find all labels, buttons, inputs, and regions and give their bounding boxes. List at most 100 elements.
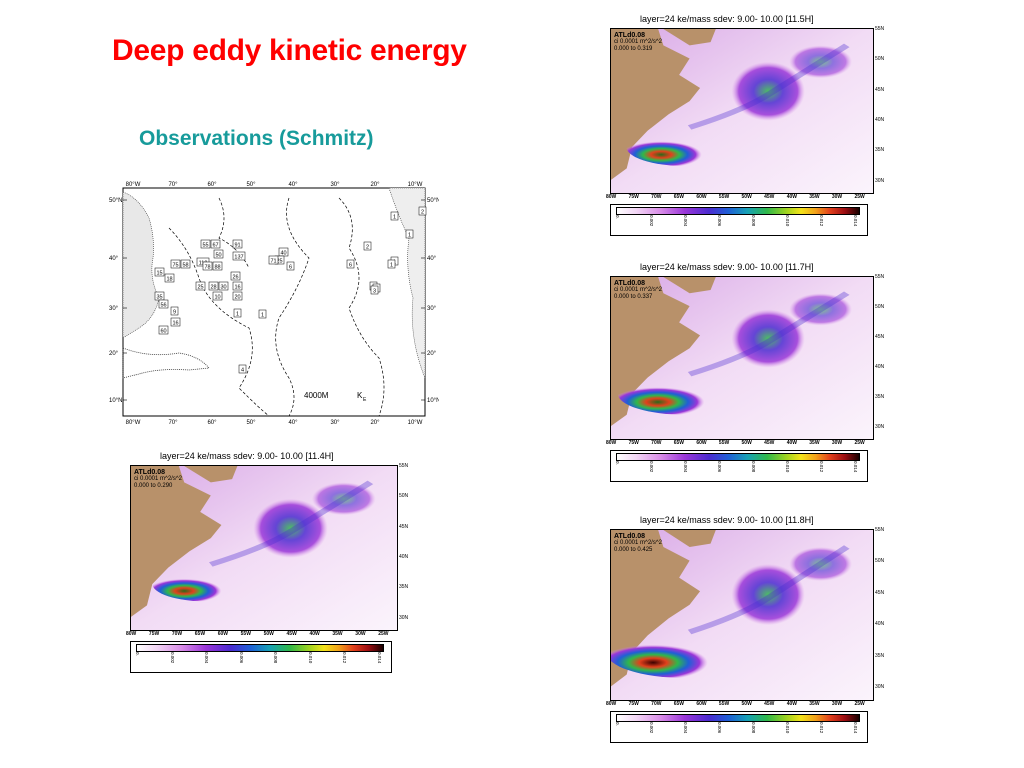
colorbar-tick-label: 0.002 [649, 215, 654, 227]
eke-field-map [610, 276, 874, 440]
ke-sub-label: E [363, 397, 367, 403]
eke-field-map [610, 28, 874, 194]
observation-box [346, 259, 355, 269]
obs-left-lat-label: 50°N [109, 198, 122, 204]
observation-box-label: 16 [172, 321, 178, 327]
lat-label: 55N [875, 26, 885, 32]
colorbar-tick-label: 0.010 [785, 722, 790, 734]
lon-label: 30W [831, 701, 843, 707]
lon-label: 80W [126, 631, 137, 637]
observation-box [268, 255, 279, 265]
lon-label: 45W [764, 440, 775, 446]
lon-label: 45W [286, 631, 297, 637]
obs-left-lat-label: 30° [109, 306, 119, 312]
lat-label: 45N [875, 334, 885, 340]
observation-box-label: 25 [197, 285, 203, 291]
observation-box [208, 281, 219, 291]
lon-label: 45W [764, 701, 775, 707]
lat-label: 35N [875, 147, 885, 154]
lon-label: 50W [263, 631, 274, 637]
observation-box-label: 2 [366, 245, 369, 251]
lat-label: 35N [875, 394, 885, 400]
observation-box-label: 1 [236, 312, 239, 318]
panel-title: layer=24 ke/mass sdev: 9.00- 10.00 [11.4… [160, 451, 334, 461]
observation-box-label: 10 [214, 295, 220, 301]
lat-label: 40N [875, 117, 885, 124]
observation-box-label: 1 [393, 215, 396, 221]
colorbar-tick-label: 0.014 [853, 215, 858, 227]
observation-box-label: 26 [232, 275, 238, 281]
eke-field-map [130, 465, 398, 631]
colorbar-tick-label: 0.004 [204, 652, 210, 664]
lat-label: 55N [399, 463, 409, 469]
obs-bottom-lon-label: 10°W [408, 420, 423, 426]
observation-box [405, 229, 414, 239]
lon-label: 75W [628, 701, 639, 707]
observation-box-label: 16 [234, 285, 240, 291]
observation-box-label: 75 [172, 263, 178, 269]
panel-legend: ATLd0.08 ci 0.0001 m^2/s^2 0.000 to 0.319 [614, 32, 662, 53]
colorbar-tick-label: 0.004 [683, 215, 688, 227]
colorbar-tick-label: 0. [135, 652, 140, 656]
model-panel-11-8: layer=24 ke/mass sdev: 9.00- 10.00 [11.8… [600, 515, 896, 753]
eke-field-graphic [131, 466, 397, 630]
lat-label: 45N [875, 86, 885, 93]
obs-bottom-lon-label: 80°W [126, 420, 141, 426]
colorbar-tick-label: 0.002 [169, 652, 175, 664]
lon-label: 60W [696, 440, 707, 446]
lon-label: 55W [718, 194, 730, 200]
lon-label: 30W [355, 631, 366, 637]
observation-box [418, 206, 427, 216]
lon-label: 25W [854, 701, 865, 707]
observation-box [232, 281, 243, 291]
observation-box-label: 4 [241, 368, 244, 374]
colorbar-tick-label: 0.006 [717, 722, 722, 734]
obs-right-lat-label: 30° [427, 306, 437, 312]
observation-box [232, 251, 246, 261]
obs-bottom-lon-label: 70° [168, 420, 178, 426]
lon-label: 40W [786, 194, 797, 200]
colorbar-tick-label: 0.008 [751, 722, 756, 734]
observation-box [158, 299, 169, 309]
lon-label: 35W [809, 701, 820, 707]
colorbar-tick-label: 0.014 [853, 722, 858, 734]
depth-label: 4000M [304, 391, 329, 400]
lat-label: 35N [399, 584, 409, 591]
lon-label: 70W [171, 631, 183, 637]
legend-line: ATLd0.08 [134, 469, 165, 476]
lon-label: 60W [217, 631, 228, 637]
lon-label: 40W [309, 631, 320, 637]
lon-label: 70W [651, 440, 662, 446]
colorbar-tick-label: 0.002 [649, 461, 654, 473]
observation-box-label: 35 [156, 295, 162, 301]
colorbar-tick-label: 0.012 [819, 215, 824, 227]
observation-box [363, 241, 372, 251]
colorbar-tick-label: 0.010 [785, 215, 790, 227]
obs-right-lat-label: 40° [427, 256, 437, 262]
colorbar-tick-label: 0.012 [342, 652, 348, 664]
observation-box-label: 15 [156, 271, 162, 277]
lat-label: 50N [399, 493, 409, 500]
observation-box-label: 60 [160, 329, 166, 335]
observation-box-label: 67 [212, 243, 218, 249]
observation-box-label: 1 [261, 313, 264, 319]
legend-line: ATLd0.08 [614, 533, 645, 540]
observation-box-label: 2 [421, 210, 424, 216]
lon-label: 60W [696, 194, 707, 200]
model-panel-11-7: layer=24 ke/mass sdev: 9.00- 10.00 [11.7… [600, 262, 896, 492]
observation-box [202, 261, 213, 271]
lon-label: 40W [786, 701, 797, 707]
observation-box [258, 309, 267, 319]
obs-bottom-lon-label: 20° [370, 420, 380, 426]
colorbar-tick-label: 0. [615, 461, 620, 465]
observation-box-label: 78 [204, 265, 210, 271]
lat-label: 50N [875, 558, 885, 565]
lon-label: 55W [240, 631, 251, 637]
lon-label: 50W [741, 701, 752, 707]
obs-top-lon-label: 10°W [408, 182, 423, 188]
legend-line: 0.000 to 0.290 [134, 483, 173, 489]
observation-box-label: 9 [173, 310, 176, 316]
lon-label: 25W [378, 631, 389, 637]
obs-bottom-lon-label: 40° [288, 420, 298, 426]
observation-box [213, 249, 224, 259]
